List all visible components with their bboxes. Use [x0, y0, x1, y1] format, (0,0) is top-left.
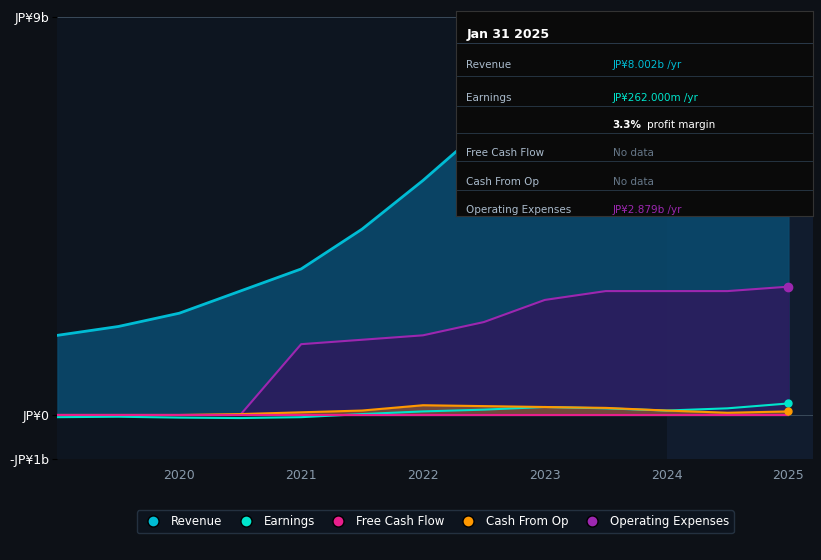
Text: No data: No data	[612, 177, 654, 187]
Text: No data: No data	[612, 148, 654, 158]
Text: Operating Expenses: Operating Expenses	[466, 206, 571, 216]
Text: Cash From Op: Cash From Op	[466, 177, 539, 187]
Text: Free Cash Flow: Free Cash Flow	[466, 148, 544, 158]
Text: Revenue: Revenue	[466, 60, 511, 70]
Text: Earnings: Earnings	[466, 93, 511, 103]
Text: Jan 31 2025: Jan 31 2025	[466, 27, 549, 40]
Legend: Revenue, Earnings, Free Cash Flow, Cash From Op, Operating Expenses: Revenue, Earnings, Free Cash Flow, Cash …	[136, 511, 734, 533]
Bar	[667, 17, 813, 459]
Text: JP¥2.879b /yr: JP¥2.879b /yr	[612, 206, 682, 216]
Text: JP¥262.000m /yr: JP¥262.000m /yr	[612, 93, 699, 103]
Text: 3.3%: 3.3%	[612, 119, 642, 129]
Text: JP¥8.002b /yr: JP¥8.002b /yr	[612, 60, 682, 70]
Text: profit margin: profit margin	[647, 119, 715, 129]
